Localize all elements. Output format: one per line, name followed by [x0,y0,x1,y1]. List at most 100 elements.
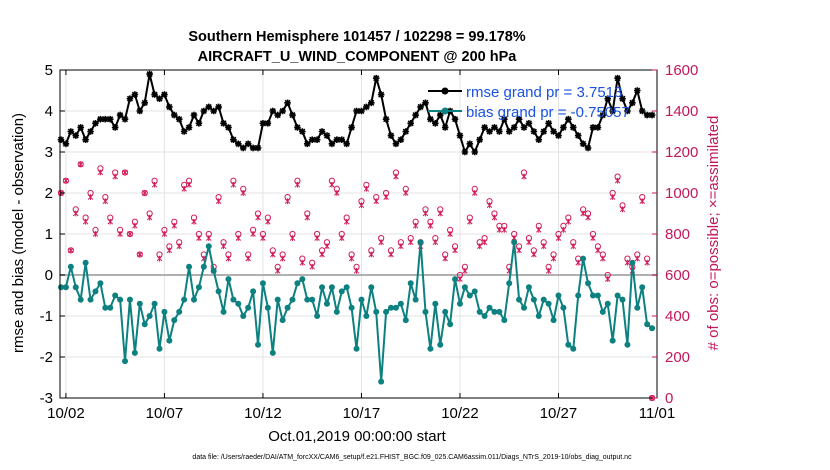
rmse-point [225,124,232,131]
bias-point [77,296,84,303]
obs-assimilated-marker [245,255,251,262]
rmse-point [151,91,158,98]
bias-point [535,313,542,319]
obs-assimilated-marker [206,235,212,241]
obs-assimilated-marker [595,247,601,254]
rmse-point [505,128,513,135]
bias-point [397,300,404,307]
rmse-point [141,99,149,107]
rmse-point [166,103,173,111]
obs-assimilated-marker [304,214,311,221]
rmse-point [146,70,153,78]
obs-assimilated-marker [363,186,370,192]
y-left-tick-label: 2 [45,185,53,202]
bias-point [373,308,380,315]
obs-assimilated-marker [555,235,562,241]
obs-assimilated-marker [92,231,99,237]
rmse-point [535,136,543,143]
bias-point [304,296,311,303]
rmse-point [565,115,572,123]
bias-point [402,317,409,324]
obs-assimilated-marker [600,255,606,262]
y-axis-left-label: rmse and bias (model - observation) [10,113,27,353]
rmse-point [387,132,395,139]
x-tick-label: 10/17 [343,405,381,422]
x-tick-label: 10/22 [441,405,479,422]
obs-assimilated-marker [102,198,109,205]
rmse-point [638,107,646,115]
rmse-point [175,115,183,123]
rmse-point [343,140,350,148]
rmse-point [185,124,193,131]
bias-point [560,304,567,311]
rmse-point [569,124,577,131]
obs-assimilated-marker [457,276,463,282]
rmse-point [624,107,631,115]
obs-assimilated-marker [570,243,577,250]
rmse-point [294,124,301,131]
bias-point [323,300,330,307]
bias-point [240,313,247,319]
bias-point [338,288,345,295]
obs-assimilated-marker [235,235,242,241]
rmse-point [215,103,222,111]
bias-point [580,255,587,262]
x-tick-label: 10/27 [540,405,578,422]
obs-assimilated-marker [580,210,586,217]
bias-point [368,284,375,291]
obs-assimilated-marker [181,186,187,192]
bias-point [545,300,552,307]
obs-assimilated-marker [215,198,222,205]
obs-assimilated-marker [383,194,389,200]
rmse-point [279,107,286,115]
obs-assimilated-marker [619,206,626,213]
obs-assimilated-marker [338,235,345,241]
obs-assimilated-marker [156,255,163,262]
obs-assimilated-marker [373,198,379,205]
obs-assimilated-marker [407,239,414,246]
obs-assimilated-marker [279,255,286,262]
obs-assimilated-marker [368,251,375,258]
rmse-point [451,115,459,123]
bias-point [476,308,483,315]
rmse-point [121,115,129,123]
rmse-point [471,148,479,156]
rmse-point [102,115,109,123]
rmse-point [210,107,217,115]
bias-point [186,263,193,270]
obs-assimilated-marker [97,169,104,176]
obs-count-markers [57,161,656,402]
rmse-point [131,91,139,98]
rmse-point [303,140,311,148]
rmse-point [648,111,656,119]
bias-point [442,308,449,315]
rmse-point [92,120,99,127]
obs-assimilated-marker [171,222,178,229]
bias-point [407,280,414,287]
obs-assimilated-marker [260,235,266,241]
bias-point [102,304,109,311]
bias-point [388,304,395,311]
bias-point [516,296,523,303]
bias-point [417,239,424,246]
obs-assimilated-marker [191,218,197,225]
bias-point [378,378,385,385]
bias-point [62,284,69,291]
rmse-point [481,124,488,131]
bias-point [151,300,158,307]
obs-assimilated-marker [427,222,434,229]
rmse-point [264,120,272,127]
bias-point [122,358,129,365]
rmse-point [269,107,277,115]
legend-bias-marker [441,107,449,115]
bias-point [294,280,301,287]
bias-point [112,292,119,299]
y-left-tick-label: 4 [45,103,53,120]
bias-point [506,280,513,287]
bias-series [57,239,656,385]
obs-assimilated-marker [526,239,532,246]
obs-assimilated-marker [476,243,483,250]
rmse-point [491,124,498,131]
bias-point [210,267,217,274]
